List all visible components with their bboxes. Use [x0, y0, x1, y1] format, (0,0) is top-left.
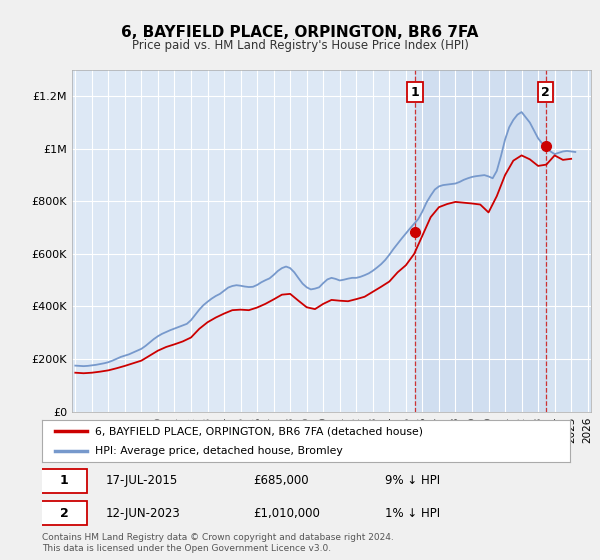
FancyBboxPatch shape — [41, 469, 88, 493]
Text: 1% ↓ HPI: 1% ↓ HPI — [385, 507, 440, 520]
Text: Contains HM Land Registry data © Crown copyright and database right 2024.
This d: Contains HM Land Registry data © Crown c… — [42, 533, 394, 553]
Bar — [415, 70, 545, 412]
Text: 17-JUL-2015: 17-JUL-2015 — [106, 474, 178, 487]
Text: £1,010,000: £1,010,000 — [253, 507, 320, 520]
Text: 6, BAYFIELD PLACE, ORPINGTON, BR6 7FA (detached house): 6, BAYFIELD PLACE, ORPINGTON, BR6 7FA (d… — [95, 426, 423, 436]
Text: Price paid vs. HM Land Registry's House Price Index (HPI): Price paid vs. HM Land Registry's House … — [131, 39, 469, 52]
Text: 12-JUN-2023: 12-JUN-2023 — [106, 507, 180, 520]
Text: £685,000: £685,000 — [253, 474, 309, 487]
Text: HPI: Average price, detached house, Bromley: HPI: Average price, detached house, Brom… — [95, 446, 343, 456]
Text: 1: 1 — [410, 86, 419, 99]
Text: 9% ↓ HPI: 9% ↓ HPI — [385, 474, 440, 487]
Text: 2: 2 — [541, 86, 550, 99]
Text: 1: 1 — [60, 474, 68, 487]
Text: 6, BAYFIELD PLACE, ORPINGTON, BR6 7FA: 6, BAYFIELD PLACE, ORPINGTON, BR6 7FA — [121, 25, 479, 40]
Text: 2: 2 — [60, 507, 68, 520]
FancyBboxPatch shape — [41, 501, 88, 525]
Bar — [545, 70, 591, 412]
